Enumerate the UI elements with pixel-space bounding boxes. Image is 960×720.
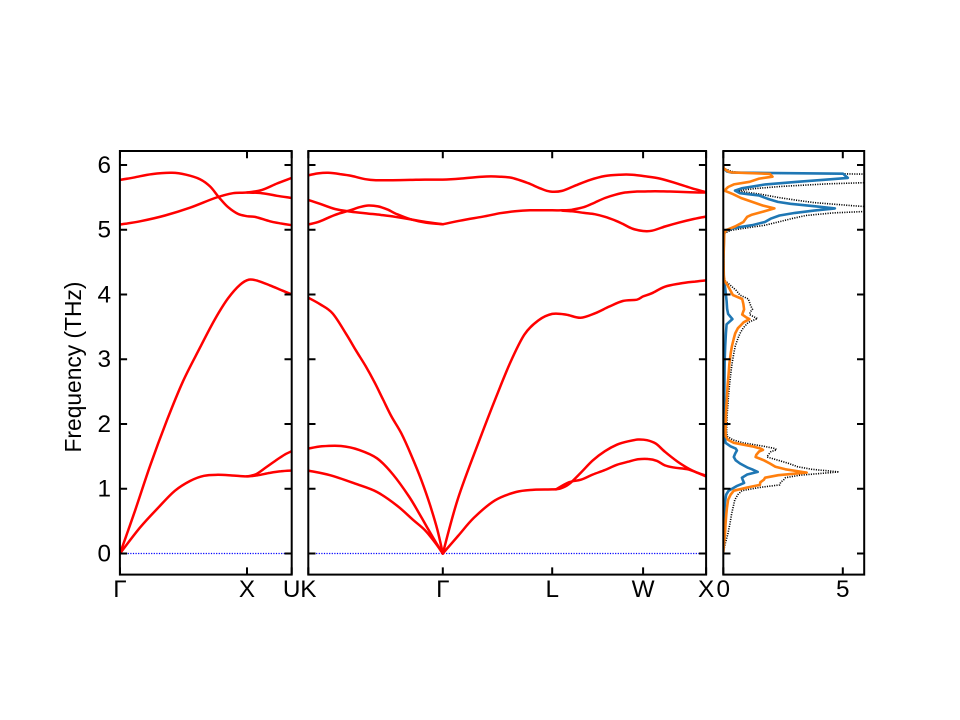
svg-text:3: 3 [97,346,111,373]
svg-text:1: 1 [97,476,111,503]
svg-text:Γ: Γ [436,576,449,603]
svg-text:0: 0 [97,540,111,567]
svg-text:X: X [239,576,255,603]
svg-text:U: U [283,576,301,603]
svg-text:Γ: Γ [113,576,126,603]
svg-text:2: 2 [97,411,111,438]
svg-text:K: K [300,576,316,603]
svg-text:Frequency (THz): Frequency (THz) [60,281,86,452]
svg-text:W: W [632,576,655,603]
svg-text:L: L [545,576,559,603]
svg-text:6: 6 [97,152,111,179]
svg-text:0: 0 [717,576,731,603]
svg-text:5: 5 [97,217,111,244]
svg-text:X: X [698,576,714,603]
svg-text:4: 4 [97,281,111,308]
svg-text:5: 5 [836,576,850,603]
